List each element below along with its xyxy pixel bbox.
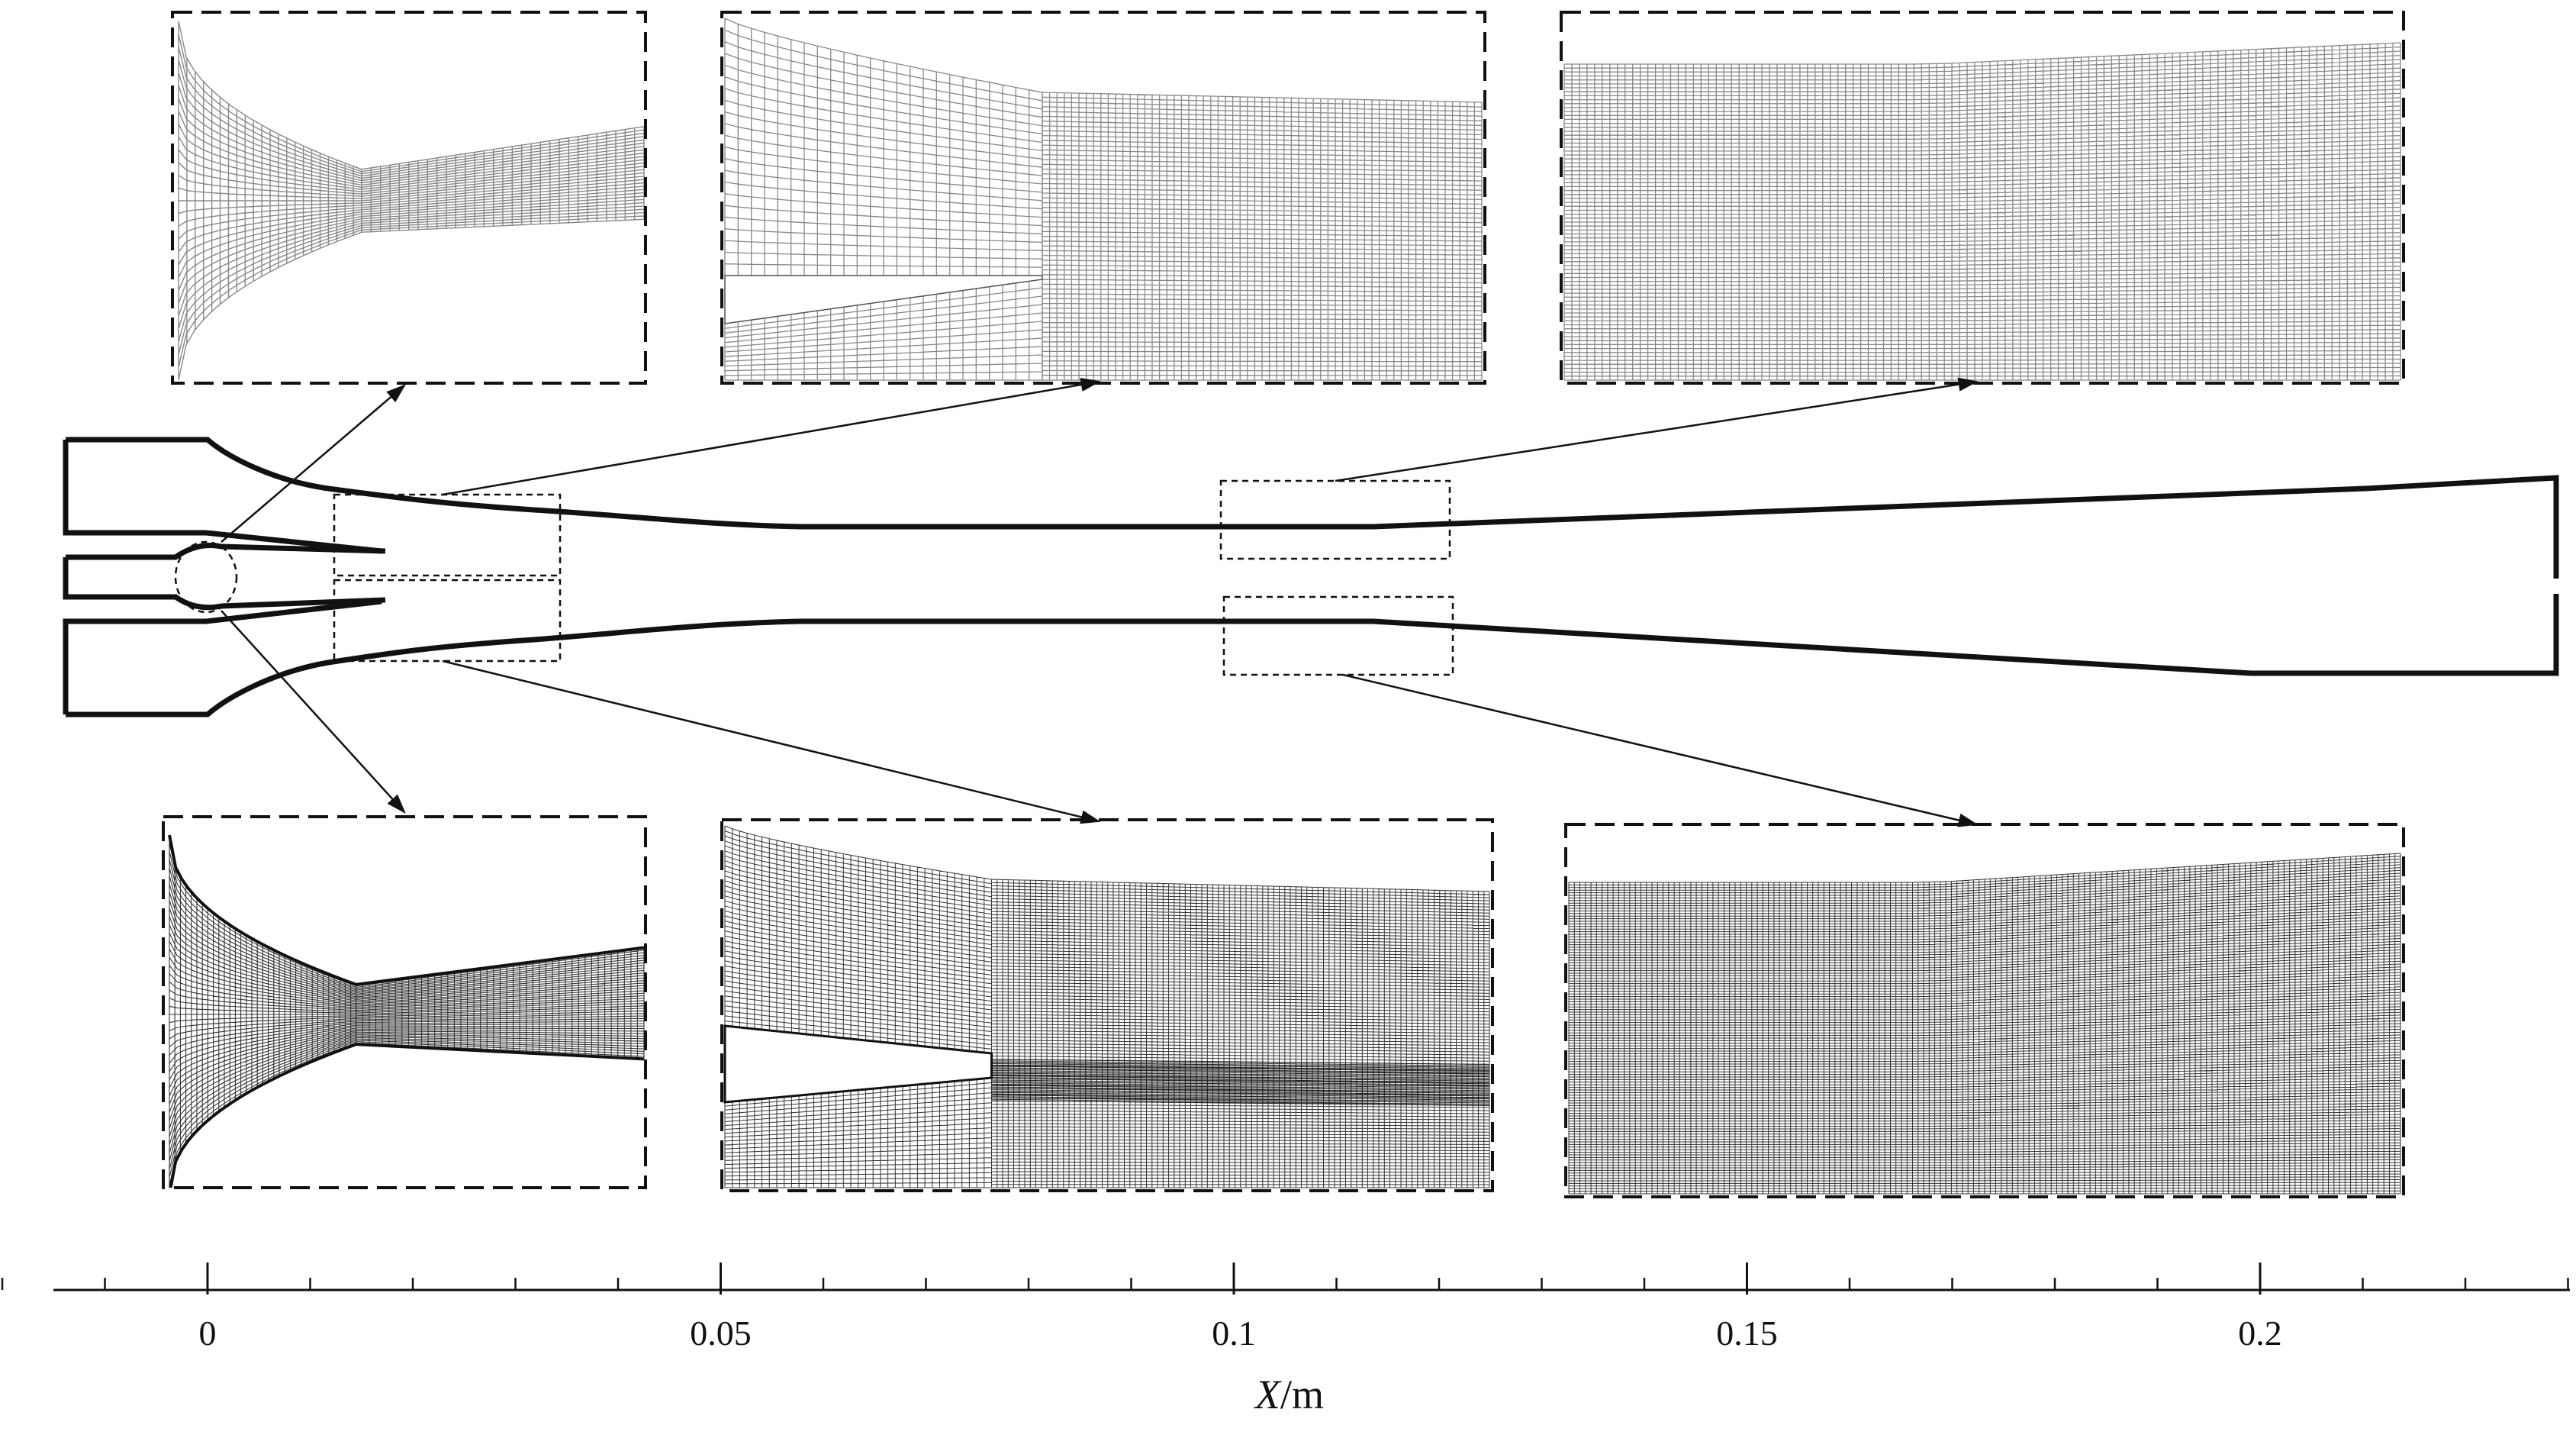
mesh-insets xyxy=(162,11,2405,1198)
inset-nozzle-fine xyxy=(162,815,647,1189)
inset-frame xyxy=(1564,823,2405,1198)
x-axis-minor-ticks xyxy=(1,1278,2569,1290)
primary-nozzle-lower xyxy=(63,557,386,611)
lower-wall xyxy=(66,594,2559,718)
arrow-to-diffuser-fine xyxy=(1342,673,1979,827)
inset-frame xyxy=(720,11,1486,385)
arrow-to-nozzle-coarse xyxy=(221,384,406,543)
inset-frame xyxy=(162,815,647,1189)
x-tick-label: 0.2 xyxy=(2238,1314,2282,1353)
inset-frame xyxy=(171,11,647,385)
arrow-to-mixing-fine xyxy=(442,659,1101,824)
inset-frame xyxy=(720,818,1494,1192)
arrow-to-diffuser-coarse xyxy=(1335,377,1979,482)
x-tick-label: 0.05 xyxy=(690,1314,752,1353)
zoom-box-diffuser-lower xyxy=(1222,595,1454,676)
zoom-box-diffuser-upper xyxy=(1219,479,1451,560)
x-axis: 00.050.10.150.20.250.30.350.40.45 X/m xyxy=(1,1262,2570,1417)
inset-mixing-entry-fine xyxy=(720,818,1494,1192)
inset-nozzle-coarse xyxy=(171,11,647,385)
nozzle-throat-detail-circle xyxy=(174,540,238,614)
inset-mixing-entry-coarse xyxy=(720,11,1486,385)
upper-inlet-lower-edge xyxy=(63,440,382,554)
inset-diffuser-fine xyxy=(1564,823,2405,1198)
upper-wall xyxy=(66,437,2559,579)
x-axis-label-variable: X xyxy=(1254,1372,1282,1417)
lower-inlet-upper-edge xyxy=(63,598,382,714)
x-tick-label: 0.15 xyxy=(1716,1314,1778,1353)
x-axis-tick-labels: 00.050.10.150.20.250.30.350.40.45 xyxy=(199,1314,2282,1353)
x-axis-major-ticks xyxy=(206,1262,2262,1295)
ejector-geometry xyxy=(63,437,2559,718)
x-tick-label: 0 xyxy=(199,1314,217,1353)
inset-diffuser-coarse xyxy=(1560,11,2405,385)
arrow-to-mixing-coarse xyxy=(442,378,1101,496)
x-axis-label: X/m xyxy=(1254,1372,1324,1417)
primary-nozzle-upper xyxy=(66,543,386,560)
zoom-box-mixing-lower xyxy=(333,579,562,663)
connector-arrows xyxy=(221,377,1979,827)
inset-frame xyxy=(1560,11,2405,385)
x-tick-label: 0.1 xyxy=(1212,1314,1256,1353)
arrow-to-nozzle-fine xyxy=(221,610,406,814)
x-axis-label-unit: /m xyxy=(1280,1372,1324,1417)
